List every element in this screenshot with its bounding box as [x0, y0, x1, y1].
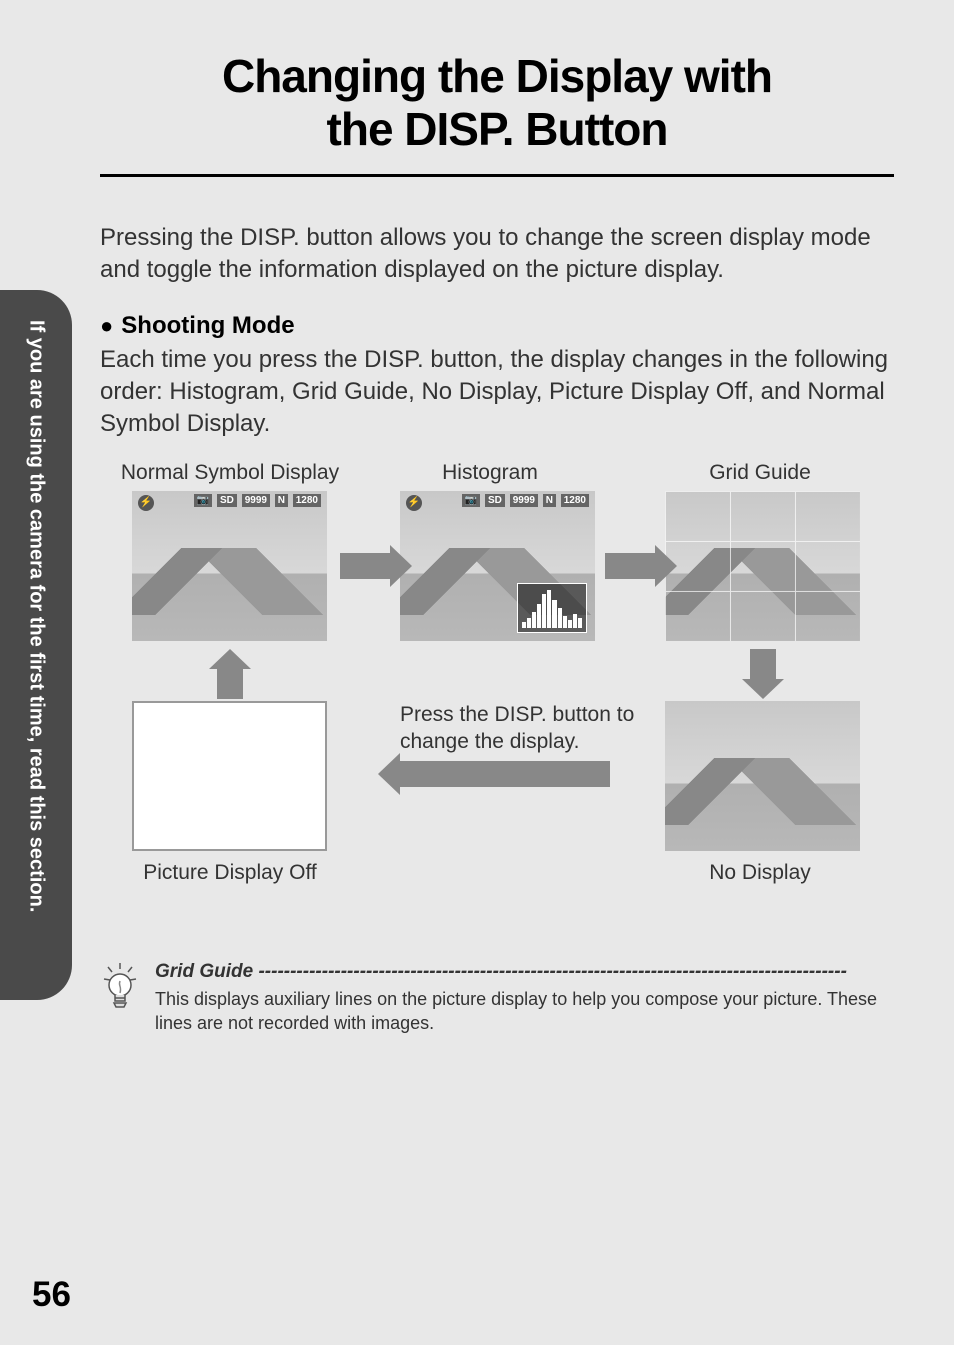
side-tab-text: If you are using the camera for the firs…: [25, 320, 48, 912]
page-number: 56: [32, 1275, 71, 1315]
grid-overlay: [665, 491, 860, 641]
label-picture-off: Picture Display Off: [100, 861, 360, 885]
display-cycle-diagram: Normal Symbol Display Histogram Grid Gui…: [100, 461, 894, 921]
label-normal-symbol: Normal Symbol Display: [100, 461, 360, 485]
tip-section: Grid Guide -----------------------------…: [100, 961, 894, 1036]
arrow-icon: [340, 553, 390, 579]
histogram-overlay: [517, 583, 587, 633]
intro-paragraph: Pressing the DISP. button allows you to …: [100, 222, 894, 287]
osd-normal: ⚡ 📷 SD 9999 N 1280: [132, 495, 327, 511]
shooting-mode-heading: ● Shooting Mode: [100, 312, 894, 340]
label-grid-guide: Grid Guide: [650, 461, 870, 485]
osd-size: 1280: [293, 494, 321, 507]
label-no-display: No Display: [650, 861, 870, 885]
tip-title: Grid Guide -----------------------------…: [155, 961, 894, 983]
arrow-icon: [400, 761, 610, 787]
thumb-grid-guide: [665, 491, 860, 641]
thumb-no-display: [665, 701, 860, 851]
shooting-mode-label: Shooting Mode: [121, 312, 294, 339]
thumb-picture-off: [132, 701, 327, 851]
arrow-icon: [605, 553, 655, 579]
osd-quality: N: [275, 494, 288, 507]
camera-icon: 📷: [462, 494, 480, 507]
camera-icon: 📷: [194, 494, 212, 507]
flash-icon: ⚡: [406, 495, 422, 511]
tip-body: This displays auxiliary lines on the pic…: [155, 987, 894, 1036]
label-histogram: Histogram: [400, 461, 580, 485]
side-tab: If you are using the camera for the firs…: [0, 290, 72, 1000]
page-content: Changing the Display with the DISP. Butt…: [0, 0, 954, 1035]
tip-content: Grid Guide -----------------------------…: [155, 961, 894, 1036]
osd-shots: 9999: [242, 494, 270, 507]
arrow-icon: [750, 649, 776, 679]
title-line-2: the DISP. Button: [327, 103, 668, 155]
osd-size: 1280: [561, 494, 589, 507]
flash-icon: ⚡: [138, 495, 154, 511]
osd-histogram: ⚡ 📷 SD 9999 N 1280: [400, 495, 595, 511]
disp-note: Press the DISP. button to change the dis…: [400, 701, 660, 756]
arrow-icon: [217, 669, 243, 699]
lightbulb-icon: [100, 961, 140, 1011]
tip-dashes: ----------------------------------------…: [253, 961, 847, 982]
title-line-1: Changing the Display with: [222, 50, 772, 102]
sd-icon: SD: [217, 494, 237, 507]
title-underline: [100, 174, 894, 177]
osd-quality: N: [543, 494, 556, 507]
thumb-normal-symbol: ⚡ 📷 SD 9999 N 1280: [132, 491, 327, 641]
page-title: Changing the Display with the DISP. Butt…: [100, 50, 894, 156]
bullet-icon: ●: [100, 313, 113, 338]
body-paragraph: Each time you press the DISP. button, th…: [100, 344, 894, 441]
tip-title-text: Grid Guide: [155, 961, 253, 982]
sd-icon: SD: [485, 494, 505, 507]
thumb-histogram: ⚡ 📷 SD 9999 N 1280: [400, 491, 595, 641]
osd-shots: 9999: [510, 494, 538, 507]
